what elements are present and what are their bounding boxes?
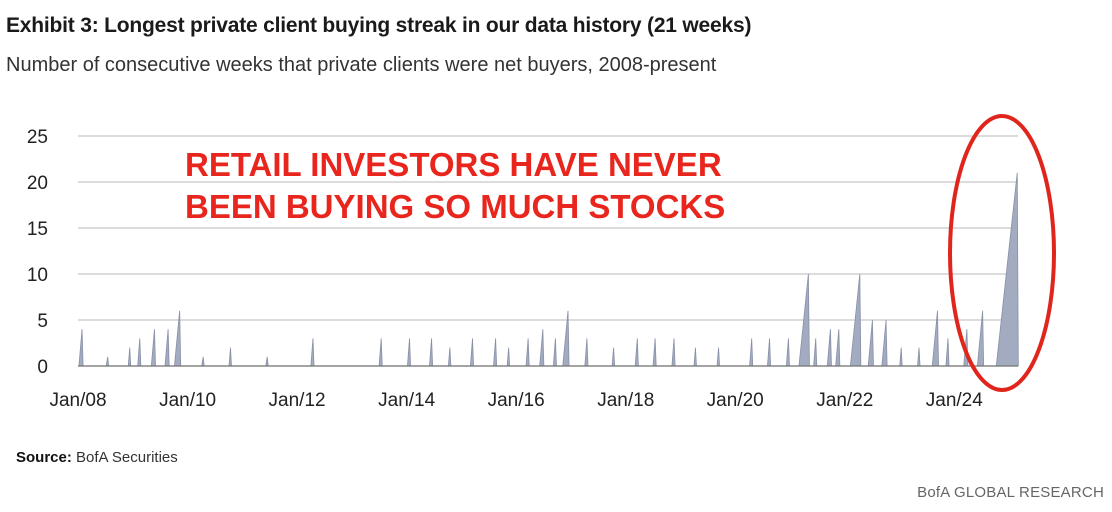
source-value: BofA Securities [76,449,178,466]
streak-peak [634,338,639,367]
annotation: RETAIL INVESTORS HAVE NEVER BEEN BUYING … [185,146,725,225]
streak-peak [835,329,841,367]
x-tick-label: Jan/24 [926,390,983,411]
streak-peak [749,338,754,367]
streak-peak [137,338,142,367]
streak-peak [429,338,434,367]
streak-peak [785,338,790,367]
streak-peak [310,338,315,367]
source-label: Source: [16,449,72,466]
streak-peak [406,338,411,367]
streak-peak [917,347,921,367]
series-area [78,172,1019,367]
streak-peak [127,347,132,367]
streak-peak [525,338,530,367]
streak-peak [562,310,570,367]
y-tick-label: 20 [27,173,48,194]
streak-peak [716,347,720,367]
streak-peak [493,338,498,367]
streak-peak [611,347,616,367]
streak-peak [469,338,474,367]
streak-peak [447,347,452,367]
streak-peak [945,338,950,367]
x-tick-label: Jan/16 [488,390,545,411]
streak-peak [767,338,772,367]
x-tick-label: Jan/14 [378,390,435,411]
streak-peak [78,329,84,367]
streak-peak [813,338,818,367]
streak-peak [584,338,589,367]
y-tick-label: 0 [37,357,48,378]
streak-peak [173,310,182,367]
y-axis-tick-labels: 0 5 10 15 20 25 [27,127,48,378]
annotation-line-2: BEEN BUYING SO MUCH STOCKS [185,188,725,225]
streak-peak [867,319,874,367]
x-axis-tick-labels: Jan/08 Jan/10 Jan/12 Jan/14 Jan/16 Jan/18 Jan/… [49,390,983,411]
annotation-line-1: RETAIL INVESTORS HAVE NEVER [185,146,722,183]
x-tick-label: Jan/10 [159,390,216,411]
streak-peak [899,347,903,367]
streak-peak [506,347,511,367]
streak-peak [881,319,888,367]
streak-peak [228,347,232,367]
y-tick-label: 10 [27,265,48,286]
source-note: Source: BofA Securities [16,449,178,466]
streak-peak [552,338,557,367]
streak-peak [995,172,1019,367]
x-tick-label: Jan/22 [816,390,873,411]
highlight-oval [948,114,1056,392]
streak-peak [652,338,657,367]
y-tick-label: 5 [37,311,48,332]
y-tick-label: 25 [27,127,48,148]
chart-subtitle: Number of consecutive weeks that private… [6,54,717,76]
x-tick-label: Jan/18 [597,390,654,411]
streak-peak [105,356,110,367]
x-tick-label: Jan/12 [269,390,326,411]
brand-footer: BofA GLOBAL RESEARCH [917,484,1104,501]
streak-peak [693,347,697,367]
x-tick-label: Jan/20 [707,390,764,411]
streak-peak [539,329,545,367]
streak-peak [265,356,269,367]
x-tick-label: Jan/08 [49,390,106,411]
streak-peak [201,356,205,367]
streak-peak [826,329,832,367]
streak-peak [378,338,383,367]
streak-peak [931,310,939,367]
y-tick-label: 15 [27,219,48,240]
chart-title: Exhibit 3: Longest private client buying… [6,14,752,37]
streak-peak [150,329,156,367]
streak-peak [671,338,676,367]
streak-peak [164,329,170,367]
streak-peak [976,310,985,367]
